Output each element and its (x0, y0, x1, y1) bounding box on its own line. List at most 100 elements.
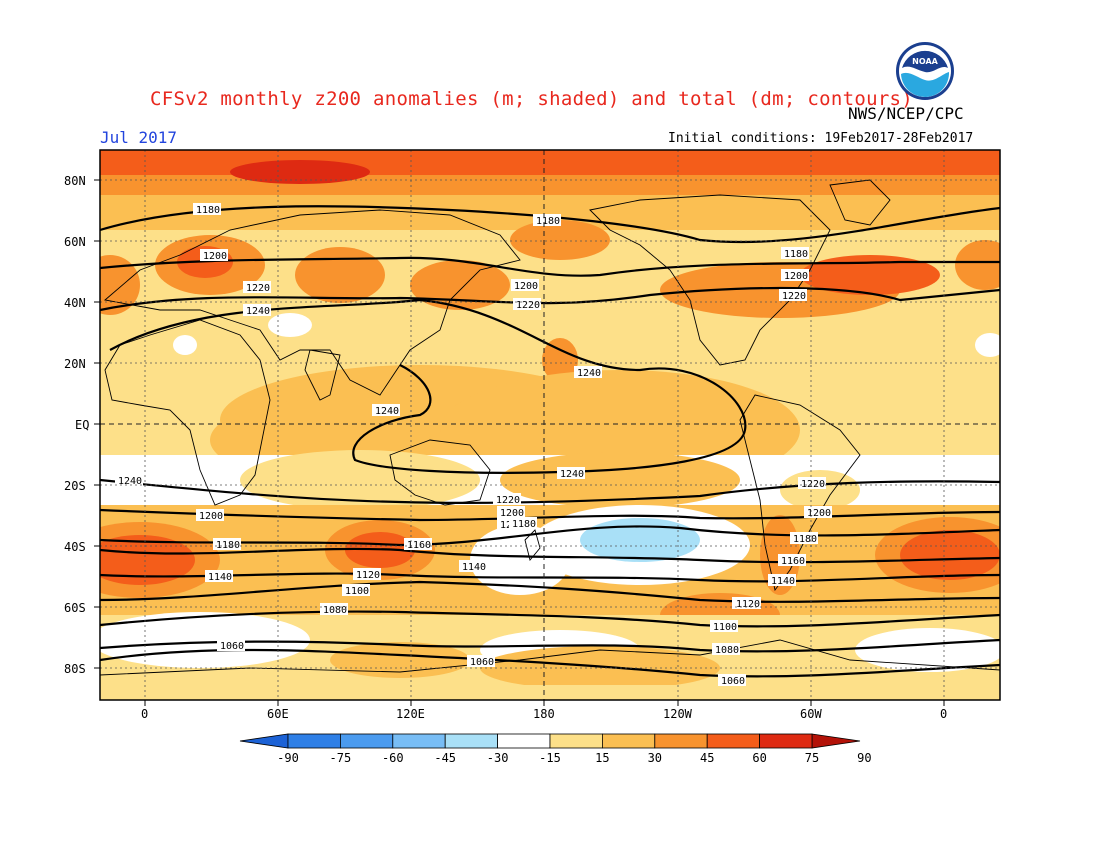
contour-label: 1180 (533, 214, 561, 227)
svg-text:1100: 1100 (345, 586, 369, 597)
colorbar-cell (392, 733, 446, 749)
equator-dateline (100, 150, 1000, 700)
svg-text:1160: 1160 (407, 540, 431, 551)
svg-text:1240: 1240 (560, 469, 584, 480)
svg-text:1140: 1140 (462, 562, 486, 573)
contour-label: 1240 (115, 474, 143, 487)
contour-label: 1080 (712, 643, 740, 656)
contour-label: 1080 (320, 603, 348, 616)
lon-label: 60E (267, 707, 289, 721)
contour-label: 1180 (213, 538, 241, 551)
contour-label: 1100 (342, 584, 370, 597)
colorbar: -90 -75 -60 -45 -30 -15 15 30 45 60 75 90 (239, 733, 872, 765)
contour-label: 1200 (200, 249, 228, 262)
colorbar-tick-label: 45 (700, 751, 714, 765)
colorbar-low-arrow (239, 733, 289, 749)
lat-label: 60S (64, 601, 86, 615)
lon-label: 0 (940, 707, 947, 721)
contour-label: 1160 (404, 538, 432, 551)
contour-label: 1200 (196, 509, 224, 522)
svg-text:1180: 1180 (196, 205, 220, 216)
svg-text:1180: 1180 (784, 249, 808, 260)
svg-text:1220: 1220 (246, 283, 270, 294)
contour-label: 1180 (781, 247, 809, 260)
colorbar-tick-label: 90 (857, 751, 871, 765)
svg-text:1080: 1080 (323, 605, 347, 616)
svg-text:1180: 1180 (512, 519, 536, 530)
svg-text:1220: 1220 (516, 300, 540, 311)
svg-text:1080: 1080 (715, 645, 739, 656)
lat-label: 20S (64, 479, 86, 493)
svg-text:NOAA: NOAA (912, 57, 938, 66)
anomaly-shading (100, 150, 1000, 700)
lat-label: 80N (64, 174, 86, 188)
lon-label: 0 (141, 707, 148, 721)
contour-label: 1120 (733, 597, 761, 610)
contour-label: 1200 (781, 269, 809, 282)
svg-text:1100: 1100 (713, 622, 737, 633)
height-contours (100, 205, 1000, 678)
svg-text:1160: 1160 (781, 556, 805, 567)
axis-ticks (94, 179, 945, 706)
svg-text:1180: 1180 (216, 540, 240, 551)
contour-label: 1060 (467, 655, 495, 668)
contour-label: 1240 (574, 366, 602, 379)
lat-label: 60N (64, 235, 86, 249)
svg-text:1200: 1200 (784, 271, 808, 282)
contour-label: 1220 (493, 493, 521, 506)
lon-label: 60W (800, 707, 822, 721)
colorbar-cell (602, 733, 656, 749)
lat-label: 40N (64, 296, 86, 310)
contour-label: 1060 (217, 639, 245, 652)
contour-label: 1240 (243, 304, 271, 317)
contour-label: 1220 (243, 281, 271, 294)
svg-text:1140: 1140 (208, 572, 232, 583)
contour-label: 1180 (790, 532, 818, 545)
colorbar-cell (759, 733, 813, 749)
svg-text:1060: 1060 (470, 657, 494, 668)
svg-text:1180: 1180 (793, 534, 817, 545)
svg-text:1120: 1120 (736, 599, 760, 610)
svg-text:1120: 1120 (356, 570, 380, 581)
contour-label: 1180 (193, 203, 221, 216)
contour-label: 1060 (718, 674, 746, 687)
contour-label: 1140 (768, 574, 796, 587)
contour-labels: 1180 1200 1220 1240 1180 1200 1220 1240 … (115, 203, 832, 687)
contour-label: 1220 (779, 289, 807, 302)
contour-label: 1180 (509, 517, 537, 530)
svg-text:1060: 1060 (220, 641, 244, 652)
contour-label: 1220 (513, 298, 541, 311)
contour-label: 1100 (710, 620, 738, 633)
lon-label: 120E (396, 707, 425, 721)
colorbar-cell (497, 733, 551, 749)
lat-label: 80S (64, 662, 86, 676)
longitude-labels: 0 60E 120E 180 120W 60W 0 (141, 707, 947, 721)
svg-text:1240: 1240 (118, 476, 142, 487)
colorbar-tick-label: -60 (382, 751, 404, 765)
agency-label: NWS/NCEP/CPC (848, 104, 964, 123)
contour-label: 1140 (205, 570, 233, 583)
svg-text:1180: 1180 (536, 216, 560, 227)
grid-lines (100, 150, 1000, 700)
colorbar-tick-label: 30 (648, 751, 662, 765)
colorbar-high-arrow (811, 733, 861, 749)
figure-title: CFSv2 monthly z200 anomalies (m; shaded)… (150, 88, 914, 110)
contour-label: 1200 (511, 279, 539, 292)
lon-label: 120W (663, 707, 693, 721)
svg-text:1200: 1200 (514, 281, 538, 292)
colorbar-tick-label: 15 (595, 751, 609, 765)
noaa-logo-icon: NOAA (896, 42, 954, 100)
svg-text:1240: 1240 (577, 368, 601, 379)
svg-text:1220: 1220 (496, 495, 520, 506)
latitude-labels: 80N 60N 40N 20N EQ 20S 40S 60S 80S (64, 174, 89, 676)
colorbar-cell (444, 733, 499, 749)
colorbar-cell (339, 733, 394, 749)
contour-label: 1240 (372, 404, 400, 417)
lat-label: EQ (75, 418, 89, 432)
svg-text:1140: 1140 (771, 576, 795, 587)
svg-text:1240: 1240 (375, 406, 399, 417)
coastlines (100, 179, 1000, 676)
colorbar-tick-label: 60 (752, 751, 766, 765)
colorbar-tick-label: -45 (434, 751, 456, 765)
